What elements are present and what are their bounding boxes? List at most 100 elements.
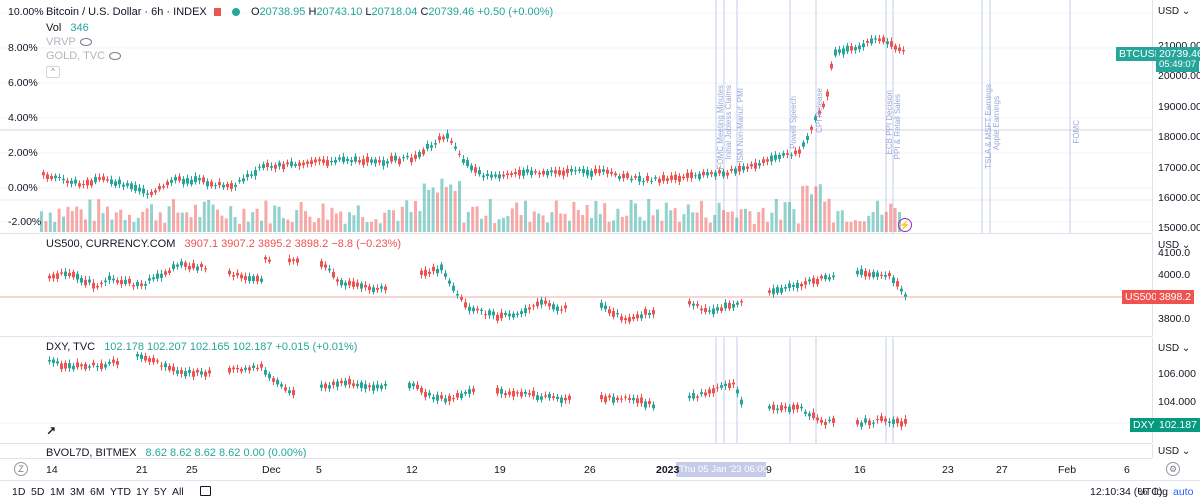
us500-chart[interactable]: [0, 234, 1152, 336]
candle-body: [810, 126, 813, 130]
bvol-price-scale[interactable]: [1152, 444, 1200, 458]
main-price-scale[interactable]: [1152, 0, 1200, 233]
candle-body: [652, 404, 655, 409]
us500-close: 3898.2: [294, 238, 329, 250]
candle-body: [362, 159, 365, 165]
vol-legend[interactable]: Vol 346: [46, 22, 89, 34]
candle-body: [496, 314, 499, 321]
candle-body: [812, 278, 815, 284]
percent-toggle[interactable]: %: [1138, 486, 1148, 498]
candle-body: [106, 179, 109, 181]
candle-body: [104, 364, 107, 368]
auto-toggle[interactable]: auto: [1173, 486, 1194, 498]
candle-body: [552, 304, 555, 310]
candle-body: [448, 280, 451, 284]
candle-body: [540, 299, 543, 305]
pane-divider[interactable]: [0, 443, 1152, 444]
candle-body: [160, 273, 163, 278]
pane-divider[interactable]: [0, 336, 1152, 337]
currency-dropdown[interactable]: USD ⌄: [1158, 446, 1191, 457]
time-tick: Feb: [1058, 464, 1077, 476]
timeframe-ytd[interactable]: YTD: [110, 486, 131, 498]
candle-body: [130, 183, 133, 190]
timeframe-1m[interactable]: 1M: [50, 486, 65, 498]
eye-hidden-icon[interactable]: [79, 38, 92, 47]
candle-body: [758, 163, 761, 166]
volume-bar: [462, 222, 466, 232]
timeframe-3m[interactable]: 3M: [70, 486, 85, 498]
flag-icon[interactable]: [213, 8, 221, 17]
candle-body: [832, 418, 835, 424]
candle-body: [252, 365, 255, 368]
dxy-title[interactable]: DXY, TVC: [46, 341, 96, 353]
pane-divider[interactable]: [0, 233, 1152, 234]
main-chart[interactable]: [0, 0, 1152, 233]
zoom-icon[interactable]: Z: [14, 462, 28, 476]
volume-bar: [717, 202, 721, 232]
volume-bar: [845, 221, 849, 232]
symbol-title[interactable]: Bitcoin / U.S. Dollar · 6h · INDEX: [46, 6, 207, 18]
candle-body: [514, 172, 517, 175]
volume-bar: [194, 204, 197, 232]
currency-dropdown[interactable]: USD ⌄: [1158, 240, 1191, 251]
candle-body: [192, 263, 195, 269]
candle-body: [150, 191, 153, 196]
indicator-gold[interactable]: GOLD, TVC: [46, 50, 122, 62]
us500-title[interactable]: US500, CURRENCY.COM: [46, 238, 176, 250]
timeframe-5y[interactable]: 5Y: [154, 486, 167, 498]
volume-bar: [884, 211, 888, 232]
candle-body: [360, 283, 363, 289]
date-range-icon[interactable]: [200, 486, 211, 496]
candle-body: [148, 358, 151, 362]
candle-body: [74, 179, 77, 184]
collapse-indicators-button[interactable]: ^: [46, 66, 60, 78]
volume-bar: [141, 211, 145, 232]
timeframe-5d[interactable]: 5D: [31, 486, 45, 498]
volume-bar: [466, 211, 470, 232]
change-value: +0.50 (+0.00%): [477, 6, 554, 18]
timeframe-1d[interactable]: 1D: [12, 486, 26, 498]
candle-body: [630, 178, 633, 181]
candle-body: [488, 310, 491, 316]
pct-tick: 8.00%: [8, 42, 38, 54]
dxy-price-scale[interactable]: [1152, 337, 1200, 443]
volume-bar: [255, 208, 259, 232]
candle-body: [634, 176, 637, 178]
candle-body: [682, 176, 685, 179]
main-legend: Bitcoin / U.S. Dollar · 6h · INDEX O2073…: [46, 6, 554, 18]
candle-body: [556, 396, 559, 399]
timeframe-1y[interactable]: 1Y: [136, 486, 149, 498]
volume-bar: [436, 192, 439, 232]
dxy-chart[interactable]: [0, 337, 1152, 443]
timeframe-all[interactable]: All: [172, 486, 184, 498]
time-axis[interactable]: [0, 458, 1152, 480]
currency-dropdown[interactable]: USD ⌄: [1158, 6, 1191, 17]
candle-body: [198, 177, 201, 181]
volume-bar: [757, 212, 761, 232]
volume-bar: [110, 219, 114, 232]
candle-body: [724, 383, 727, 387]
candle-body: [416, 384, 419, 389]
candle-body: [228, 367, 231, 373]
candle-body: [536, 395, 539, 400]
currency-dropdown[interactable]: USD ⌄: [1158, 343, 1191, 354]
utc-clock[interactable]: 12:10:34 (UTC): [1090, 486, 1163, 498]
indicator-vrvp[interactable]: VRVP: [46, 36, 92, 48]
settings-gear-icon[interactable]: ⚙: [1166, 462, 1180, 476]
candle-body: [704, 392, 707, 396]
candle-body: [794, 150, 797, 155]
candle-body: [260, 278, 263, 282]
log-toggle[interactable]: log: [1154, 486, 1169, 498]
market-status-icon[interactable]: [231, 8, 240, 17]
tradingview-logo-icon[interactable]: ↗: [46, 424, 57, 438]
lightning-icon[interactable]: ⚡: [898, 218, 912, 232]
timeframe-6m[interactable]: 6M: [90, 486, 105, 498]
candle-body: [64, 362, 67, 369]
eye-hidden-icon[interactable]: [109, 52, 122, 61]
bvol-title[interactable]: BVOL7D, BITMEX: [46, 447, 137, 459]
time-tick: 14: [46, 464, 58, 476]
candle-body: [414, 154, 417, 159]
us500-price-scale[interactable]: [1152, 234, 1200, 336]
candle-body: [516, 392, 519, 394]
time-tick: 9: [766, 464, 772, 476]
